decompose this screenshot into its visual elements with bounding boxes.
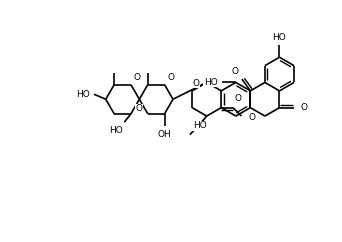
Text: HO: HO — [193, 121, 207, 130]
Text: O: O — [136, 104, 143, 113]
Text: OH: OH — [158, 129, 171, 138]
Text: O: O — [168, 73, 174, 82]
Text: O: O — [300, 103, 307, 112]
Text: HO: HO — [76, 90, 90, 99]
Text: O: O — [248, 113, 255, 122]
Text: HO: HO — [273, 32, 286, 42]
Text: O: O — [134, 73, 141, 82]
Text: HO: HO — [204, 78, 218, 87]
Text: O: O — [193, 79, 200, 88]
Text: HO: HO — [109, 126, 122, 135]
Text: O: O — [232, 67, 239, 76]
Text: O: O — [235, 94, 241, 103]
